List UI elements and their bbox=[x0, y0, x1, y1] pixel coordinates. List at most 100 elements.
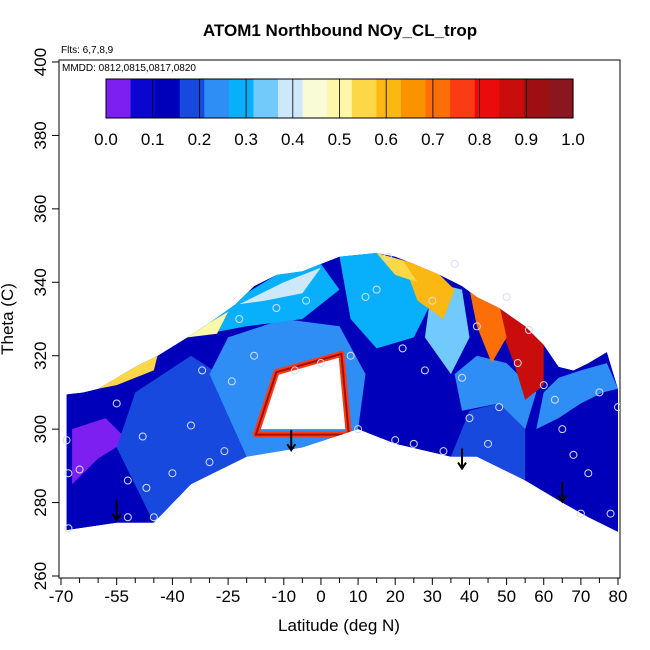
colorbar-swatch bbox=[155, 79, 181, 118]
sample-point bbox=[235, 315, 244, 323]
colorbar-swatch bbox=[548, 79, 574, 118]
colorbar-swatch bbox=[351, 79, 377, 118]
sample-point bbox=[614, 403, 620, 412]
sample-point bbox=[250, 351, 259, 360]
sample-point bbox=[502, 292, 511, 301]
sample-point bbox=[409, 439, 418, 448]
field-region bbox=[536, 363, 618, 430]
arrow-head bbox=[111, 513, 122, 522]
sample-point bbox=[584, 469, 593, 478]
field-region bbox=[98, 355, 158, 389]
colorbar-swatch bbox=[130, 79, 156, 118]
colorbar-tick-label: 0.2 bbox=[188, 130, 212, 149]
sample-point bbox=[558, 425, 567, 434]
y-tick-label: 320 bbox=[31, 342, 50, 370]
field-region bbox=[499, 308, 544, 400]
x-tick-label: 0 bbox=[316, 587, 325, 606]
field-region bbox=[450, 403, 526, 481]
colorbar-swatch bbox=[474, 79, 500, 118]
colorbar-tick-label: 0.0 bbox=[94, 130, 118, 149]
x-tick-label: 30 bbox=[423, 587, 442, 606]
arrow-head bbox=[286, 443, 297, 452]
y-tick-label: 340 bbox=[31, 268, 50, 296]
flights-note: Flts: 6,7,8,9 bbox=[61, 45, 114, 56]
sample-point bbox=[372, 285, 381, 294]
sample-point bbox=[168, 469, 177, 478]
sample-point bbox=[513, 359, 522, 368]
colorbar-swatch bbox=[450, 79, 476, 118]
sample-point bbox=[539, 381, 548, 390]
colorbar-swatch bbox=[253, 79, 279, 118]
x-tick-label: 10 bbox=[349, 587, 368, 606]
sample-point bbox=[484, 439, 493, 448]
sample-point bbox=[123, 513, 132, 522]
colorbar-swatch bbox=[376, 79, 402, 118]
sample-point bbox=[112, 399, 121, 408]
x-tick-label: -55 bbox=[104, 587, 129, 606]
y-tick-label: 260 bbox=[31, 562, 50, 590]
x-tick-label: 60 bbox=[534, 587, 553, 606]
x-tick-label: 80 bbox=[609, 587, 628, 606]
sample-point bbox=[361, 292, 370, 301]
colorbar-swatch bbox=[179, 79, 205, 118]
sample-point bbox=[346, 351, 355, 360]
colorbar-tick-label: 0.4 bbox=[281, 130, 305, 149]
colorbar-tick-label: 0.5 bbox=[328, 130, 352, 149]
sample-point bbox=[420, 366, 429, 375]
sample-point bbox=[398, 344, 407, 353]
sample-point bbox=[316, 359, 325, 368]
field-body bbox=[66, 252, 619, 532]
sample-point bbox=[149, 513, 158, 522]
field-region bbox=[469, 289, 507, 364]
sample-point bbox=[576, 509, 585, 518]
colorbar-tick-label: 0.7 bbox=[421, 130, 445, 149]
sample-point bbox=[64, 524, 73, 533]
sample-point bbox=[290, 366, 299, 375]
chart-title: ATOM1 Northbound NOy_CL_trop bbox=[203, 21, 477, 40]
dates-note: MMDD: 0812,0815,0817,0820 bbox=[62, 63, 196, 74]
colorbar: 0.0 0.1 0.2 0.3 0.4 0.5 0.6 0.7 0.8 0.9 1.0 bbox=[94, 78, 585, 149]
colorbar-swatch bbox=[278, 79, 304, 118]
y-axis: 260 280 300 320 340 360 380 400 bbox=[31, 48, 59, 590]
y-tick-label: 280 bbox=[31, 488, 50, 516]
sample-point bbox=[75, 465, 84, 474]
sample-point bbox=[450, 259, 459, 268]
arrow-markers bbox=[111, 430, 568, 522]
sample-point bbox=[391, 436, 400, 445]
y-tick-label: 380 bbox=[31, 121, 50, 149]
sample-point bbox=[62, 436, 71, 445]
sample-point bbox=[220, 447, 229, 456]
colorbar-swatch bbox=[400, 79, 427, 118]
field-region bbox=[187, 311, 229, 338]
arrow-head bbox=[457, 461, 467, 471]
sample-point bbox=[524, 326, 533, 335]
hole-edge-inner bbox=[254, 352, 350, 436]
colorbar-swatch bbox=[523, 79, 550, 118]
y-tick-label: 300 bbox=[31, 415, 50, 443]
sample-point bbox=[383, 252, 392, 261]
field-region bbox=[116, 355, 247, 523]
sample-point bbox=[272, 303, 281, 312]
colorbar-swatch bbox=[499, 79, 525, 118]
sample-point bbox=[123, 476, 132, 485]
arrow-head bbox=[557, 495, 568, 504]
sample-point bbox=[64, 469, 73, 478]
colorbar-tick-label: 0.8 bbox=[468, 130, 492, 149]
field-region bbox=[358, 348, 462, 457]
colorbar-tick-label: 0.6 bbox=[374, 130, 398, 149]
sample-point bbox=[205, 458, 214, 467]
colorbar-swatch bbox=[204, 79, 230, 118]
sample-point bbox=[186, 421, 195, 430]
x-tick-label: -10 bbox=[272, 587, 297, 606]
sample-point bbox=[595, 388, 604, 397]
sample-point bbox=[606, 509, 615, 518]
x-tick-label: 40 bbox=[460, 587, 479, 606]
sample-point bbox=[458, 373, 467, 382]
x-tick-label: 20 bbox=[386, 587, 405, 606]
x-tick-label: 70 bbox=[571, 587, 590, 606]
sample-point bbox=[227, 377, 236, 386]
y-tick-label: 400 bbox=[31, 48, 50, 76]
y-tick-label: 360 bbox=[31, 195, 50, 223]
x-tick-label: -70 bbox=[49, 587, 74, 606]
